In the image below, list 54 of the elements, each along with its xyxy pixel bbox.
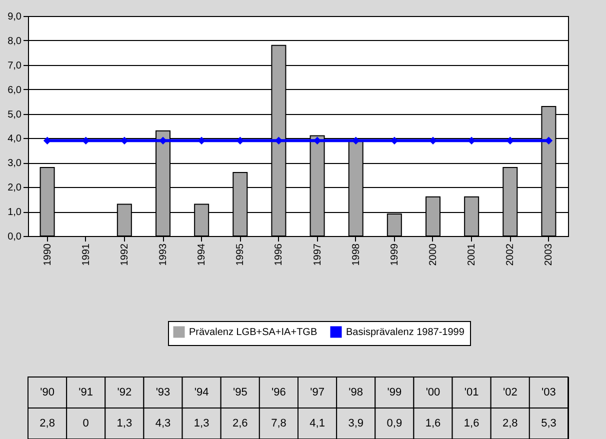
x-tick-label: 1994 <box>196 243 208 266</box>
data-label: 1,3 <box>116 418 132 430</box>
text: '97 <box>310 386 324 398</box>
y-tick-label: 4,0 <box>8 134 22 145</box>
data-label: 7,8 <box>271 418 286 430</box>
legend-label: Prävalenz LGB+SA+IA+TGB <box>189 327 318 338</box>
text: '91 <box>78 386 94 398</box>
y-tick-label: 3,0 <box>8 158 22 170</box>
x-tick-label: 2003 <box>544 243 555 266</box>
data-label: 4,1 <box>310 418 325 430</box>
y-tick-label: 1,0 <box>8 207 22 218</box>
y-tick-label: 5,0 <box>8 109 22 120</box>
text: '95 <box>232 386 248 398</box>
data-label: 0,9 <box>386 418 402 430</box>
x-tick-label: 1996 <box>274 243 285 266</box>
text: '92 <box>117 386 132 398</box>
text: '01 <box>464 386 479 398</box>
x-tick-label: 1993 <box>158 243 169 266</box>
y-tick-label: 7,0 <box>8 60 22 72</box>
text: '99 <box>387 386 402 398</box>
y-tick-label: 8,0 <box>8 36 22 47</box>
x-tick-label: 2001 <box>466 243 478 266</box>
data-label: 4,3 <box>155 418 171 430</box>
text: '96 <box>272 386 286 398</box>
data-label: 0 <box>82 418 89 430</box>
y-tick-label: 0,0 <box>8 232 22 242</box>
x-tick-label: 2000 <box>428 243 439 266</box>
data-label: 1,3 <box>194 418 210 430</box>
x-tick-label: 2002 <box>505 243 516 266</box>
y-tick-label: 6,0 <box>8 84 22 96</box>
y-tick-label: 9,0 <box>8 12 22 22</box>
text: '03 <box>542 386 556 398</box>
data-label: 1,6 <box>425 418 441 430</box>
x-tick-label: 1998 <box>350 243 362 266</box>
data-label: 2,8 <box>40 418 55 430</box>
text: '90 <box>40 386 54 398</box>
x-tick-label: 1997 <box>312 243 324 266</box>
text: '00 <box>426 386 440 398</box>
data-label: 5,3 <box>541 418 556 430</box>
x-tick-label: 1995 <box>235 243 246 266</box>
data-label: 1,6 <box>464 418 480 430</box>
x-tick-label: 1992 <box>119 243 130 266</box>
data-label: 2,8 <box>502 418 518 430</box>
data-label: 3,9 <box>348 418 364 430</box>
data-label: 2,6 <box>232 418 248 430</box>
x-tick-label: 1990 <box>42 243 54 266</box>
text: '94 <box>194 386 209 398</box>
x-tick-label: 1999 <box>389 243 400 266</box>
x-tick-label: 1991 <box>80 243 92 266</box>
text: '98 <box>348 386 364 398</box>
text: '93 <box>156 386 170 398</box>
text: '02 <box>502 386 518 398</box>
legend-label: Basisprävalenz 1987-1999 <box>346 327 465 338</box>
y-tick-label: 2,0 <box>8 182 22 194</box>
